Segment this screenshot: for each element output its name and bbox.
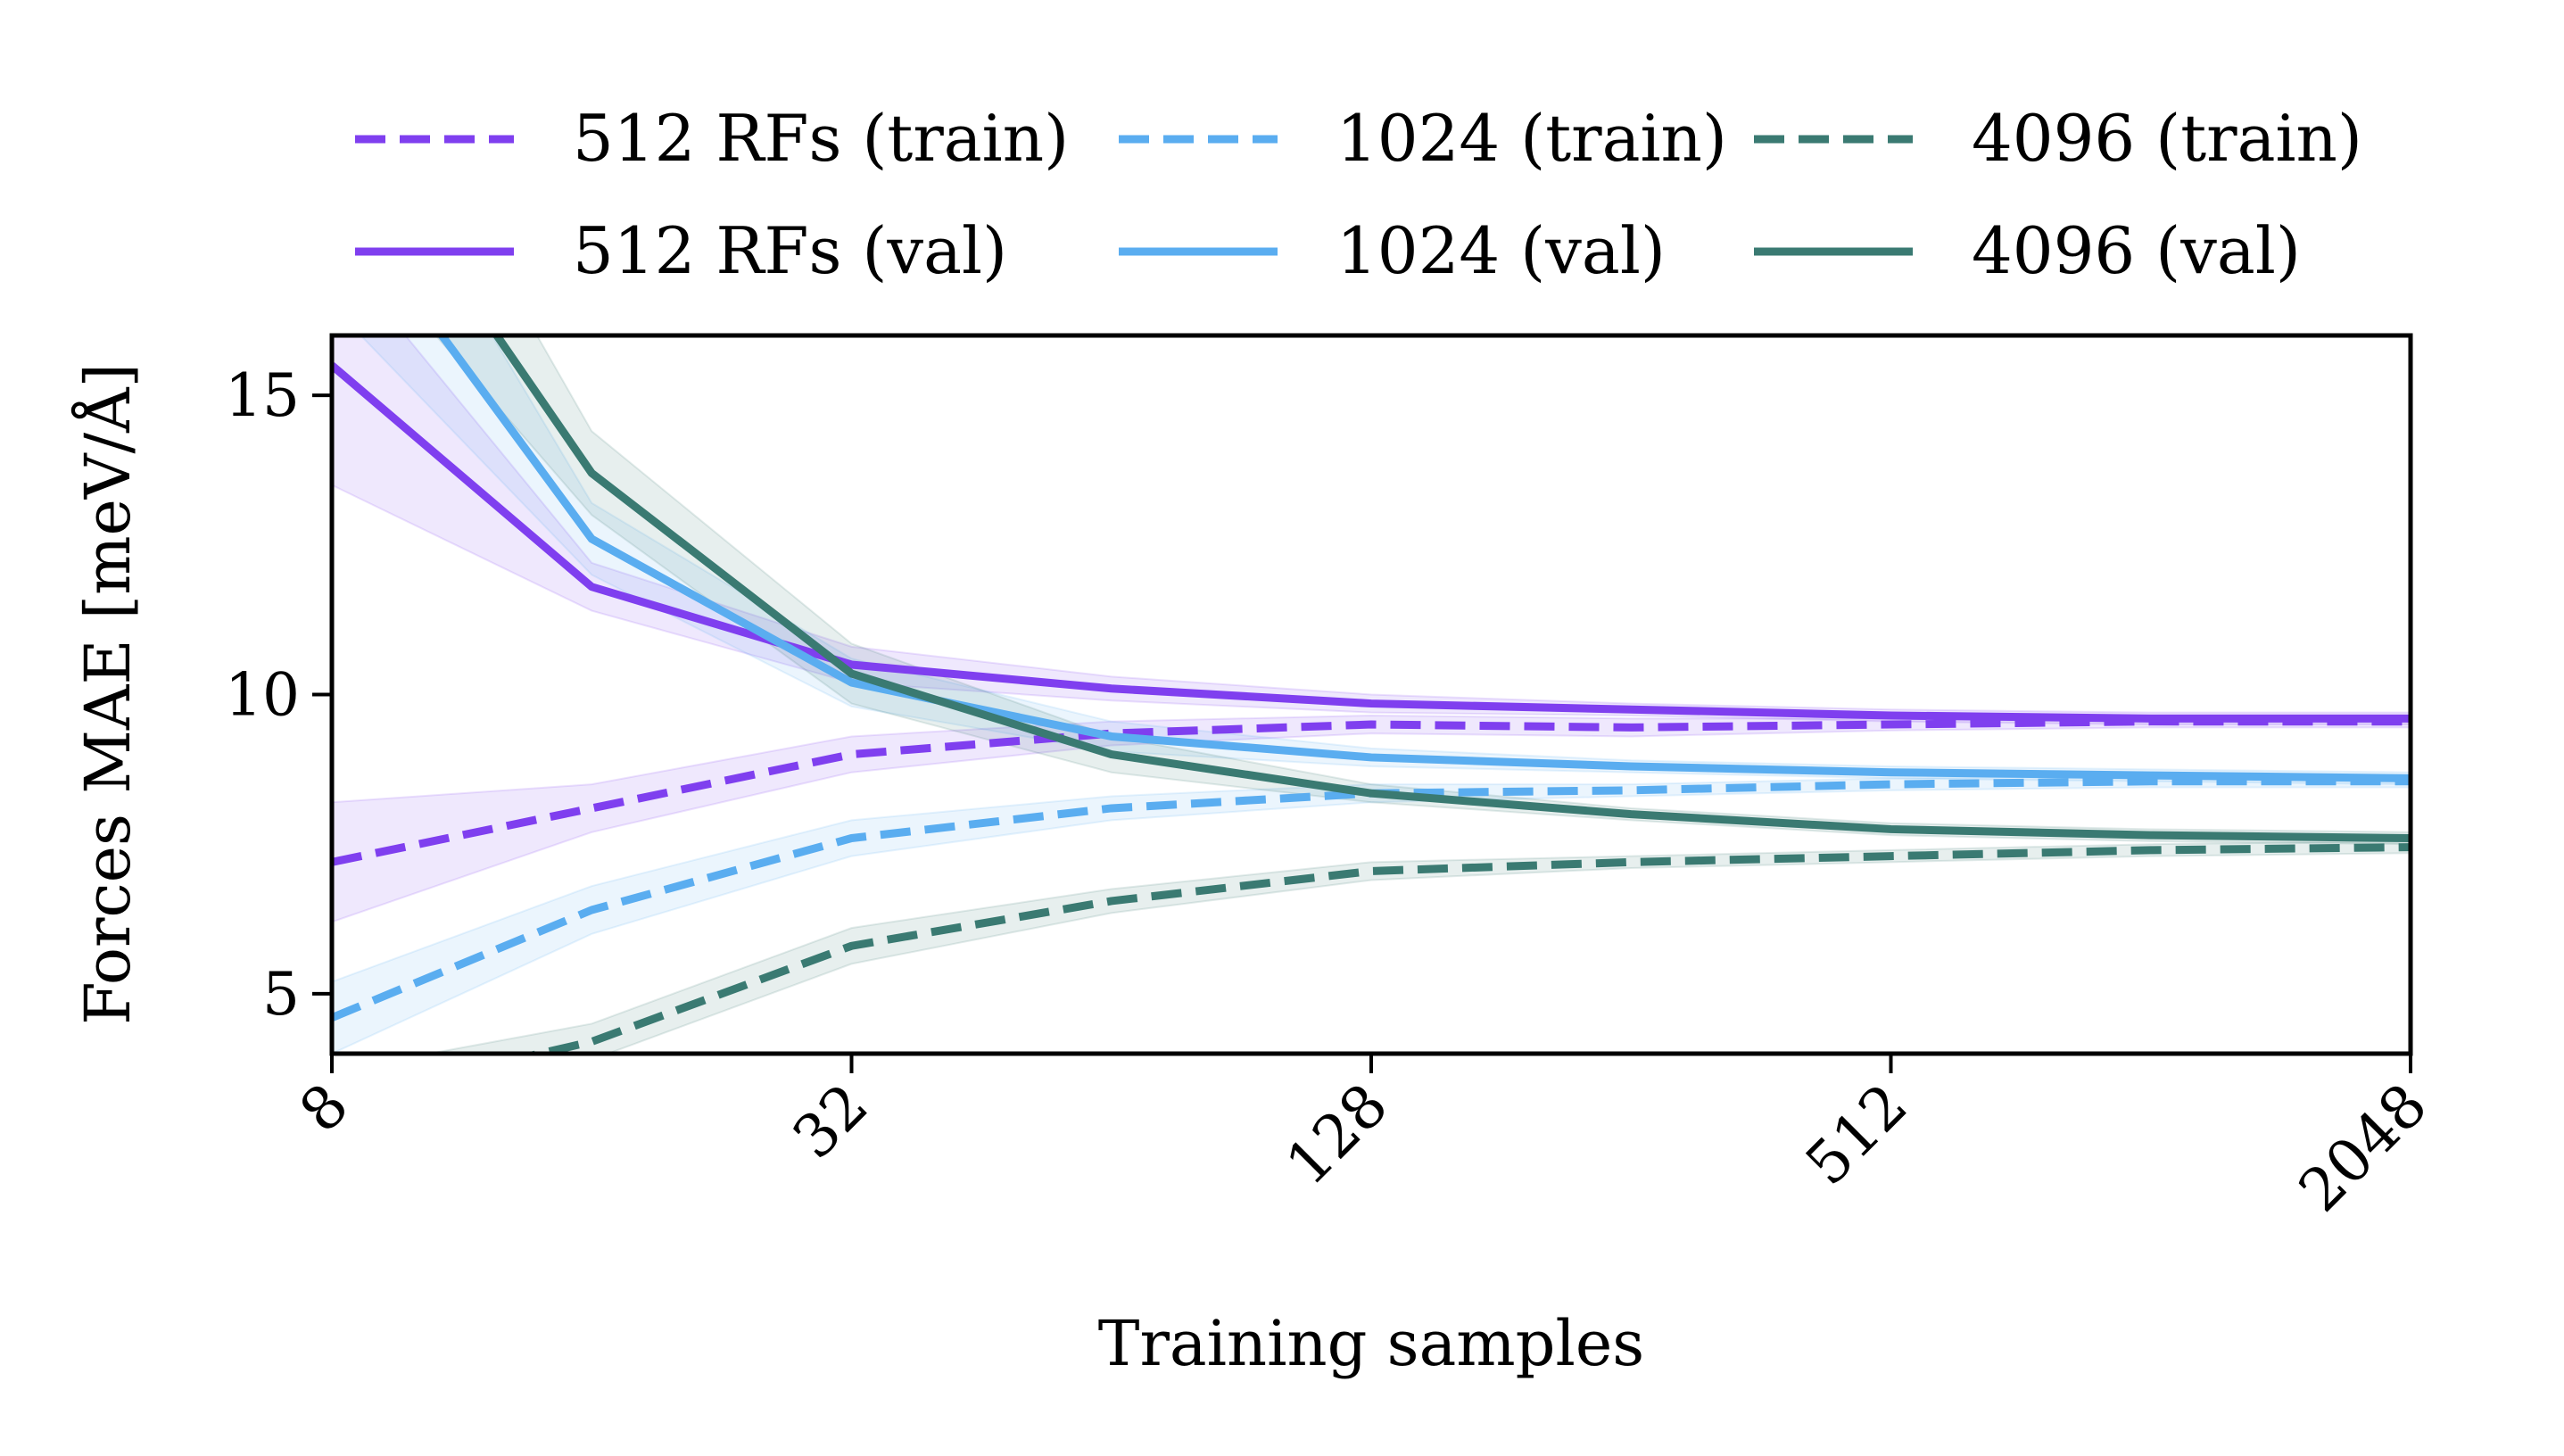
confidence-band	[359, 335, 2411, 786]
y-axis-label: Forces MAE [meV/Å]	[71, 363, 145, 1025]
x-tick-label: 32	[780, 1071, 881, 1172]
y-tick-label: 15	[225, 361, 300, 430]
x-axis-label: Training samples	[1098, 1307, 1644, 1380]
series-line	[436, 335, 2411, 782]
series-lines	[332, 335, 2411, 1054]
legend-label: 512 RFs (train)	[573, 101, 1069, 176]
x-tick-label: 2048	[2286, 1071, 2440, 1225]
x-axis-ticks: 8 32 128 512 2048	[286, 1054, 2440, 1225]
confidence-band	[332, 774, 2411, 1054]
legend-label: 1024 (val)	[1336, 213, 1666, 288]
series-line	[521, 843, 2411, 1054]
x-tick-label: 8	[286, 1071, 361, 1146]
legend-label: 512 RFs (val)	[573, 213, 1007, 288]
series-line	[332, 717, 2411, 866]
confidence-band	[424, 840, 2411, 1054]
y-tick-label: 10	[225, 661, 300, 730]
legend-label: 1024 (train)	[1336, 101, 1727, 176]
series-line	[332, 362, 2411, 723]
y-tick-label: 5	[262, 960, 300, 1029]
x-tick-label: 128	[1273, 1071, 1402, 1199]
x-tick-label: 512	[1792, 1071, 1921, 1199]
legend-label: 4096 (val)	[1972, 213, 2301, 288]
series-line	[492, 335, 2411, 842]
legend: 512 RFs (train) 512 RFs (val) 1024 (train)…	[355, 101, 2362, 288]
y-axis-ticks: 5 10 15	[225, 361, 332, 1029]
confidence-band	[332, 714, 2411, 923]
legend-label: 4096 (train)	[1972, 101, 2362, 176]
